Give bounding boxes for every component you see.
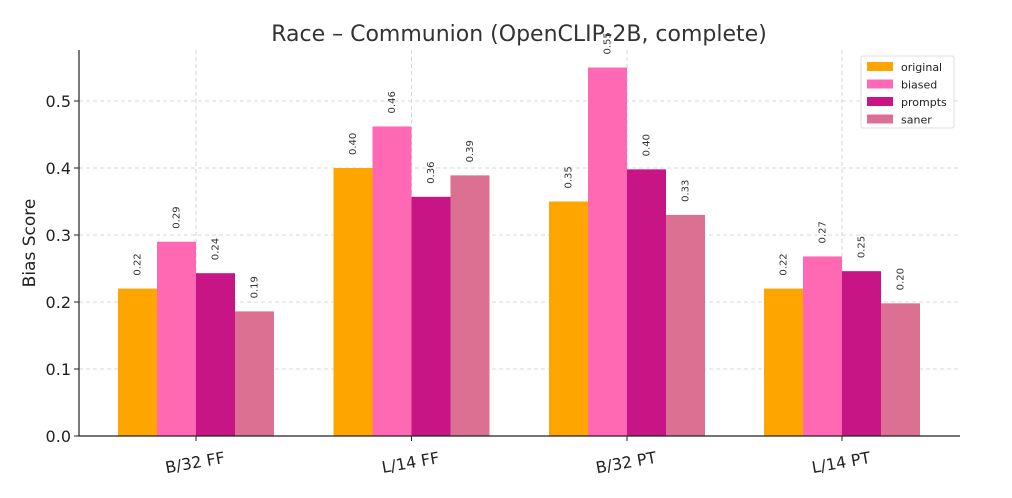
data-label-prompts-1: 0.36 <box>426 162 437 184</box>
data-label-saner-2: 0.33 <box>681 180 692 202</box>
bar-saner-3 <box>881 303 920 436</box>
axes <box>78 50 960 437</box>
data-label-prompts-2: 0.40 <box>642 134 653 156</box>
bar-prompts-2 <box>627 169 666 436</box>
data-label-prompts-0: 0.24 <box>211 238 222 260</box>
legend-swatch-prompts <box>867 97 893 106</box>
legend-label-saner: saner <box>901 114 932 127</box>
bar-biased-0 <box>157 241 196 436</box>
legend-swatch-saner <box>867 114 893 124</box>
y-tick-label: 0.5 <box>46 92 71 111</box>
bar-saner-0 <box>235 311 274 436</box>
y-axis-label: Bias Score <box>20 199 40 288</box>
legend-label-prompts: prompts <box>901 96 947 109</box>
legend-label-biased: biased <box>901 79 937 92</box>
bar-prompts-3 <box>842 271 881 436</box>
y-axis-ticks: 0.0 0.1 0.2 0.3 0.4 0.5 <box>46 92 79 446</box>
legend-label-original: original <box>901 61 942 74</box>
data-label-biased-0: 0.29 <box>172 206 183 228</box>
data-label-biased-3: 0.27 <box>818 221 829 243</box>
bar-saner-1 <box>450 175 490 436</box>
bar-biased-3 <box>803 256 842 436</box>
data-label-prompts-3: 0.25 <box>857 236 868 258</box>
y-tick-label: 0.1 <box>46 360 71 379</box>
data-label-original-1: 0.40 <box>348 133 359 155</box>
y-tick-label: 0.3 <box>46 226 71 245</box>
data-label-saner-1: 0.39 <box>465 140 476 162</box>
data-label-biased-2: 0.55 <box>603 32 614 54</box>
x-tick-label: L/14 FF <box>380 448 441 477</box>
x-tick-label: L/14 PT <box>810 448 872 477</box>
bar-prompts-1 <box>411 196 451 436</box>
data-labels: 0.22 0.29 0.24 0.19 0.40 0.46 0.36 0.39 0.35 0.55… <box>133 32 907 298</box>
data-label-saner-3: 0.20 <box>896 268 907 290</box>
data-label-biased-1: 0.46 <box>387 91 398 113</box>
bar-original-2 <box>549 201 588 436</box>
data-label-original-0: 0.22 <box>133 253 144 275</box>
x-tick-label: B/32 PT <box>594 448 658 477</box>
bar-original-0 <box>118 288 157 436</box>
data-label-original-2: 0.35 <box>564 166 575 188</box>
bar-biased-2 <box>588 67 627 436</box>
data-label-original-3: 0.22 <box>779 253 790 275</box>
bar-prompts-0 <box>196 273 235 436</box>
legend-box <box>860 55 955 129</box>
y-tick-label: 0.0 <box>46 427 71 446</box>
chart-title: Race – Communion (OpenCLIP-2B, complete) <box>271 22 767 47</box>
x-tick-label: B/32 FF <box>164 448 227 477</box>
x-axis-ticks: B/32 FF L/14 FF B/32 PT L/14 PT <box>164 436 872 477</box>
data-label-saner-0: 0.19 <box>250 276 261 298</box>
legend-swatch-biased <box>867 79 893 89</box>
bar-biased-1 <box>372 126 412 437</box>
bars <box>118 67 920 437</box>
bar-saner-2 <box>666 214 705 436</box>
legend: original biased prompts saner <box>860 55 955 129</box>
y-tick-label: 0.4 <box>46 159 71 178</box>
legend-swatch-original <box>867 62 893 71</box>
bar-original-3 <box>764 288 803 436</box>
y-tick-label: 0.2 <box>46 293 71 312</box>
bar-original-1 <box>333 168 373 436</box>
